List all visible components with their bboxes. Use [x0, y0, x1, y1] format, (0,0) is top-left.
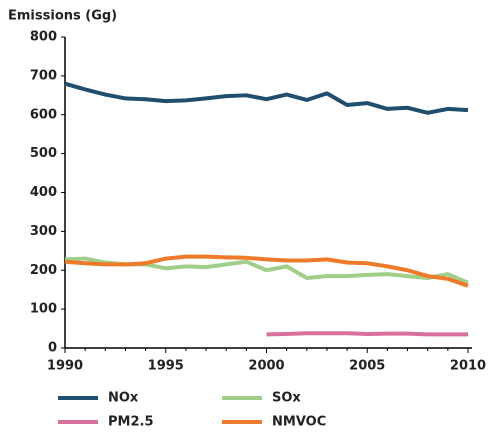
y-tick-label: 100 [30, 302, 57, 317]
legend-label: PM2.5 [108, 415, 154, 430]
legend-label: SOx [272, 391, 301, 406]
y-tick-label: 500 [30, 146, 57, 161]
y-tick-label: 0 [48, 341, 57, 356]
series-line [64, 81, 469, 115]
series-line [266, 331, 468, 337]
y-tick-label: 200 [30, 263, 57, 278]
y-tick-label: 700 [30, 68, 57, 83]
y-tick-label: 400 [30, 185, 57, 200]
y-tick-label: 600 [30, 107, 57, 122]
x-tick-label: 2005 [349, 359, 385, 374]
y-tick-label: 300 [30, 224, 57, 239]
legend-label: NMVOC [272, 415, 326, 430]
series-line [64, 254, 469, 288]
x-tick-label: 2010 [450, 359, 486, 374]
x-tick-label: 1995 [148, 359, 184, 374]
x-tick-label: 1990 [47, 359, 83, 374]
x-tick-label: 2000 [248, 359, 284, 374]
y-tick-label: 800 [30, 30, 57, 45]
legend-label: NOx [108, 391, 139, 406]
y-axis-label: Emissions (Gg) [8, 9, 117, 24]
